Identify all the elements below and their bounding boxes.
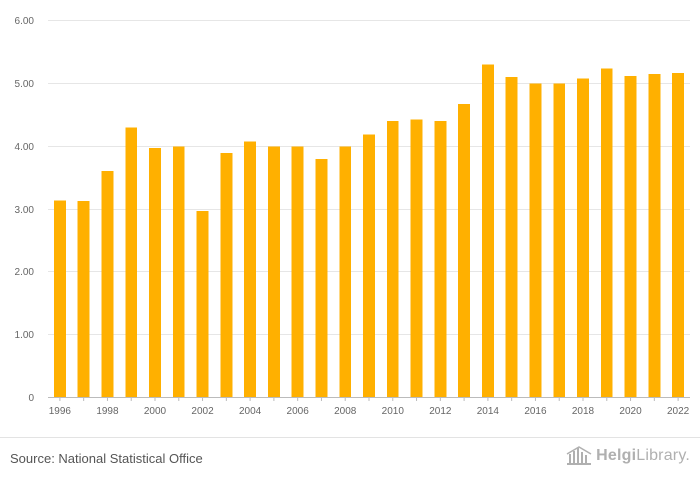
y-tick-label: 3.00	[15, 205, 35, 216]
y-tick-label: 6.00	[15, 16, 35, 27]
y-tick-label: 1.00	[15, 330, 35, 341]
x-tick-label: 1998	[96, 406, 119, 417]
bar-2021[interactable]	[648, 74, 661, 397]
source-note: Source: National Statistical Office	[10, 451, 203, 466]
bar-1999[interactable]	[125, 127, 138, 397]
axes	[48, 397, 690, 401]
bar-2014[interactable]	[481, 64, 494, 398]
bar-2003[interactable]	[220, 153, 233, 397]
bar-2007[interactable]	[315, 158, 328, 397]
bar-2006[interactable]	[291, 146, 304, 397]
x-tick-label: 2008	[334, 406, 357, 417]
x-tick-label: 2014	[477, 406, 500, 417]
x-tick-label: 2004	[239, 406, 262, 417]
x-tick-label: 2020	[619, 406, 642, 417]
helgilibrary-logo[interactable]: HelgiLibrary.	[566, 446, 690, 466]
x-tick-label: 2022	[667, 406, 690, 417]
bar-2013[interactable]	[458, 104, 471, 397]
y-tick-label: 2.00	[15, 267, 35, 278]
tick-labels: 0 1.00 2.00 3.00 4.00 5.00 6.00 1996 1998 2000 200…	[15, 16, 690, 417]
bar-2010[interactable]	[386, 121, 399, 397]
bar-chart: 0 1.00 2.00 3.00 4.00 5.00 6.00 1996 1998 2000 200…	[15, 16, 690, 417]
x-tick-label: 2006	[287, 406, 310, 417]
bar-2008[interactable]	[339, 146, 352, 397]
y-tick-label: 5.00	[15, 79, 35, 90]
bar-1996[interactable]	[53, 200, 66, 397]
x-tick-label: 2012	[429, 406, 452, 417]
bars	[53, 64, 685, 398]
x-tick-label: 1996	[49, 406, 72, 417]
footer-divider	[0, 437, 700, 438]
bar-2012[interactable]	[434, 121, 447, 397]
bar-1997[interactable]	[77, 200, 90, 397]
bar-2022[interactable]	[672, 72, 685, 397]
bar-2002[interactable]	[196, 211, 209, 397]
bar-2001[interactable]	[172, 146, 185, 397]
y-tick-label: 0	[28, 393, 34, 404]
bar-2011[interactable]	[410, 119, 423, 397]
logo-text-bold: Helgi	[596, 447, 637, 464]
bar-1998[interactable]	[101, 170, 114, 397]
bar-2019[interactable]	[600, 68, 613, 397]
x-tick-label: 2010	[382, 406, 405, 417]
bar-2016[interactable]	[529, 83, 542, 398]
bar-2020[interactable]	[624, 75, 637, 398]
x-tick-label: 2002	[191, 406, 214, 417]
bar-2004[interactable]	[244, 141, 257, 397]
bar-2017[interactable]	[553, 83, 566, 398]
logo-text: Library.	[636, 447, 690, 464]
bar-2009[interactable]	[363, 134, 375, 398]
bar-2018[interactable]	[577, 78, 589, 398]
x-tick-label: 2016	[524, 406, 547, 417]
x-tick-label: 2018	[572, 406, 595, 417]
bar-2000[interactable]	[149, 148, 161, 397]
building-icon	[566, 446, 592, 465]
y-tick-label: 4.00	[15, 142, 35, 153]
bar-2015[interactable]	[505, 77, 518, 398]
bar-2005[interactable]	[267, 146, 280, 397]
x-tick-label: 2000	[144, 406, 167, 417]
